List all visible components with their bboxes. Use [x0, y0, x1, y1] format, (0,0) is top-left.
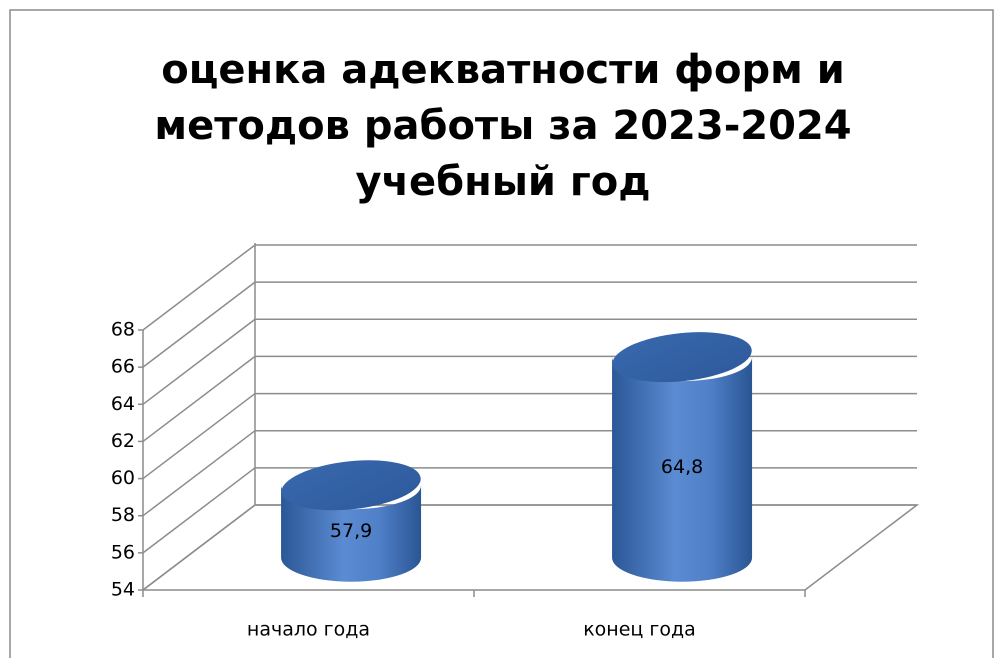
- y-tick-label: 62: [111, 430, 135, 452]
- grid-line: [142, 281, 917, 368]
- data-label: 64,8: [661, 456, 703, 478]
- grid-line: [142, 504, 917, 591]
- data-label: 57,9: [330, 520, 372, 542]
- x-tick-label: конец года: [583, 619, 696, 641]
- chart-border: [9, 9, 994, 658]
- y-tick-label: 56: [111, 541, 135, 563]
- bar: [281, 485, 422, 582]
- y-tick-label: 66: [111, 356, 135, 378]
- grid-line: [142, 429, 917, 517]
- grid-line: [142, 244, 917, 331]
- y-tick-label: 60: [111, 467, 135, 489]
- y-tick-label: 58: [111, 504, 135, 526]
- chart-title: учебный год: [355, 159, 650, 205]
- x-tick-label: начало года: [247, 619, 370, 641]
- floor: [143, 504, 920, 591]
- y-tick-label: 64: [111, 393, 135, 415]
- bar-top: [281, 460, 421, 511]
- grid-line: [142, 355, 917, 443]
- bar-top: [612, 332, 752, 383]
- chart-title: оценка адекватности форм и: [161, 47, 844, 93]
- y-tick-label: 54: [111, 579, 135, 601]
- bar: [612, 357, 753, 582]
- grid-line: [142, 392, 917, 480]
- grid-line: [142, 467, 917, 554]
- chart-title: методов работы за 2023-2024: [154, 103, 851, 149]
- y-tick-label: 68: [111, 319, 135, 341]
- grid-line: [142, 318, 917, 405]
